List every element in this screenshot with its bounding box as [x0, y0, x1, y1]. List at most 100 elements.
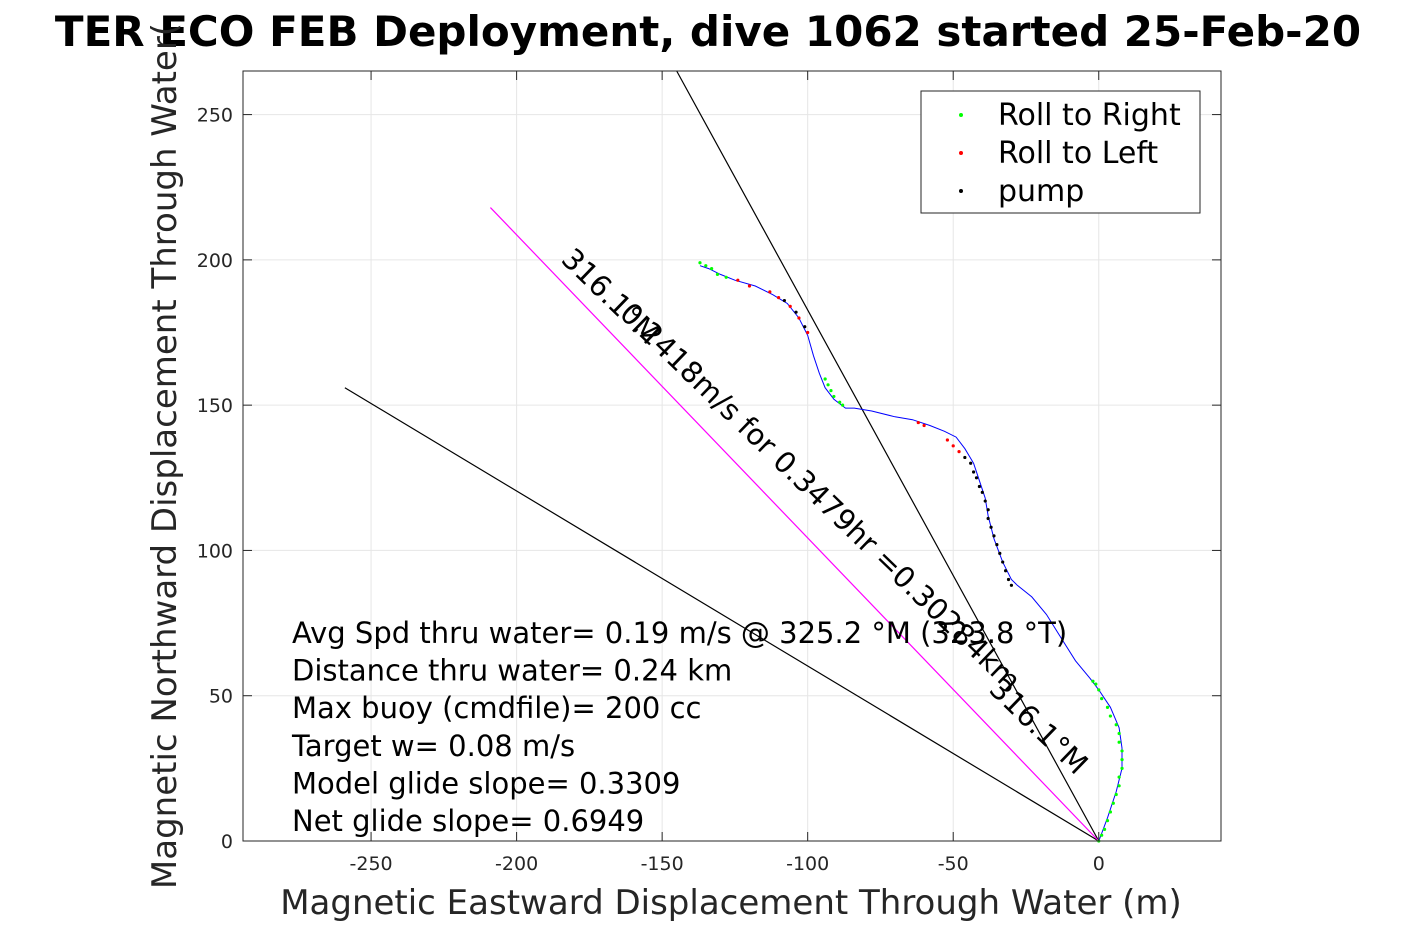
point-roll-to-right — [826, 383, 830, 387]
point-roll-to-right — [1108, 714, 1112, 718]
data-points — [698, 261, 1124, 843]
point-roll-to-right — [841, 403, 845, 407]
point-roll-to-right — [698, 261, 702, 265]
point-roll-to-right — [1100, 833, 1104, 837]
point-roll-to-left — [957, 450, 961, 454]
point-roll-to-left — [776, 296, 781, 300]
info-line: Avg Spd thru water= 0.19 m/s @ 325.2 °M … — [292, 616, 1067, 650]
point-roll-to-right — [1117, 740, 1121, 744]
point-roll-to-right — [1114, 723, 1118, 727]
y-tick-label: 100 — [197, 540, 233, 562]
legend-marker-pump — [959, 189, 963, 193]
point-roll-to-right — [724, 275, 728, 279]
point-roll-to-left — [922, 423, 926, 428]
y-tick-label: 250 — [197, 105, 233, 127]
x-tick-label: -50 — [938, 853, 969, 875]
y-tick-label: 50 — [209, 686, 233, 708]
x-tick-label: -100 — [786, 853, 829, 875]
point-roll-to-left — [736, 278, 740, 282]
point-pump — [983, 499, 987, 503]
point-roll-to-right — [1097, 688, 1101, 692]
legend-label-roll-right: Roll to Right — [998, 98, 1181, 133]
point-pump — [986, 508, 990, 512]
point-roll-to-right — [1114, 792, 1118, 797]
point-roll-to-right — [1105, 705, 1110, 709]
point-roll-to-right — [1094, 682, 1098, 686]
point-pump — [1004, 569, 1008, 573]
point-pump — [971, 470, 976, 474]
point-pump — [1006, 577, 1011, 582]
reference-line — [344, 387, 1100, 842]
legend: Roll to Right Roll to Left pump — [920, 90, 1201, 214]
point-roll-to-right — [838, 400, 842, 404]
x-tick-label: -200 — [495, 853, 538, 875]
point-roll-to-right — [1100, 697, 1104, 701]
point-roll-to-left — [951, 444, 955, 448]
point-roll-to-right — [1111, 801, 1115, 805]
point-pump — [803, 325, 807, 329]
point-roll-to-left — [797, 316, 801, 320]
info-line: Target w= 0.08 m/s — [291, 729, 575, 763]
point-roll-to-right — [1117, 775, 1121, 779]
point-pump — [995, 543, 999, 547]
point-roll-to-right — [704, 264, 708, 268]
point-pump — [980, 490, 984, 494]
point-roll-to-right — [1091, 679, 1095, 683]
point-roll-to-left — [768, 290, 772, 294]
point-roll-to-right — [1120, 758, 1124, 762]
axes-box — [242, 70, 1222, 842]
point-roll-to-right — [1120, 766, 1124, 770]
point-roll-to-right — [1120, 749, 1124, 753]
x-tick-label: -250 — [350, 853, 393, 875]
x-tick-label: 0 — [1093, 853, 1105, 875]
point-pump — [963, 455, 967, 460]
point-pump — [794, 310, 798, 314]
y-tick-label: 0 — [221, 831, 233, 853]
legend-marker-roll-right — [959, 113, 963, 117]
point-roll-to-left — [945, 438, 949, 442]
axis-ticks: -250 -200 -150 -100 -50 0 0 50 100 150 200 250 — [197, 71, 1221, 875]
point-pump — [989, 525, 993, 529]
legend-box — [920, 90, 1201, 214]
point-roll-to-right — [1105, 819, 1110, 823]
point-pump — [998, 551, 1002, 555]
point-roll-to-right — [823, 377, 827, 381]
reference-lines — [344, 70, 1100, 842]
chart-title: TER ECO FEB Deployment, dive 1062 starte… — [55, 7, 1361, 56]
legend-label-pump: pump — [998, 174, 1084, 209]
point-pump — [782, 298, 786, 303]
point-pump — [986, 516, 990, 521]
reference-line — [676, 70, 1100, 842]
point-pump — [977, 484, 982, 489]
point-roll-to-right — [1102, 827, 1107, 831]
point-roll-to-right — [832, 394, 836, 399]
x-axis-label: Magnetic Eastward Displacement Through W… — [280, 883, 1182, 923]
point-pump — [974, 476, 979, 480]
point-pump — [1001, 560, 1005, 564]
point-pump — [1009, 583, 1014, 587]
point-roll-to-right — [710, 266, 714, 271]
info-line: Distance thru water= 0.24 km — [292, 654, 732, 688]
y-axis-label: Magnetic Northward Displacement Through … — [145, 23, 185, 889]
info-line: Max buoy (cmdfile)= 200 cc — [292, 691, 701, 725]
point-roll-to-right — [1108, 810, 1112, 814]
point-roll-to-left — [916, 420, 920, 425]
point-roll-to-right — [715, 272, 720, 276]
point-roll-to-left — [747, 284, 752, 288]
legend-label-roll-left: Roll to Left — [998, 136, 1158, 171]
grid-lines — [243, 71, 1221, 842]
point-pump — [969, 461, 973, 465]
y-tick-label: 200 — [197, 250, 233, 272]
x-tick-label: -150 — [641, 853, 684, 875]
point-roll-to-left — [806, 330, 810, 335]
point-roll-to-left — [788, 304, 792, 308]
info-text-block: Avg Spd thru water= 0.19 m/s @ 325.2 °M … — [291, 616, 1067, 838]
point-roll-to-right — [1117, 784, 1121, 788]
y-tick-label: 150 — [197, 395, 233, 417]
point-roll-to-right — [1117, 731, 1121, 736]
point-pump — [992, 534, 996, 538]
point-roll-to-right — [829, 389, 833, 393]
reference-line — [489, 207, 1100, 842]
legend-marker-roll-left — [959, 151, 963, 155]
